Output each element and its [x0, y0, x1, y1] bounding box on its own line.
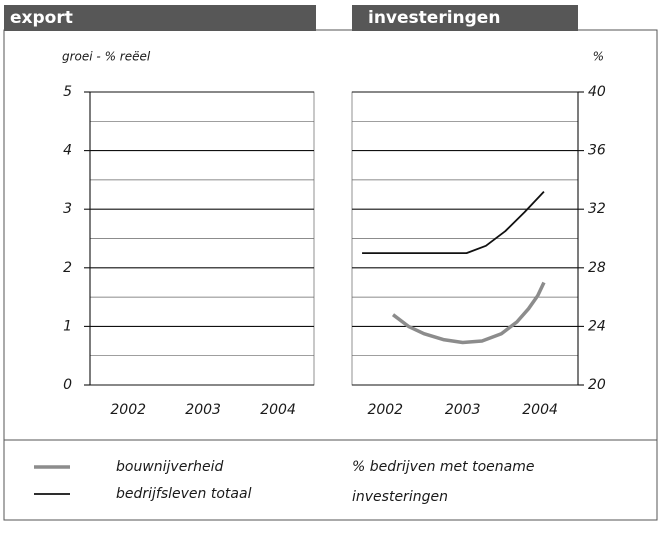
x-tick-label: 2003 [185, 402, 221, 418]
panel-title: investeringen [368, 8, 500, 28]
header-bar [4, 5, 316, 31]
x-tick-label: 2002 [110, 402, 146, 418]
y-tick-label: 36 [588, 143, 606, 159]
y-tick-label: 24 [588, 318, 606, 334]
series-line [362, 191, 545, 255]
panel-title: export [10, 8, 73, 28]
y-tick-label: 40 [588, 84, 606, 100]
x-tick-label: 2004 [522, 402, 558, 418]
legend-label: bouwnijverheid [116, 459, 223, 475]
x-tick-label: 2002 [367, 402, 403, 418]
note: % bedrijven met toename [352, 459, 534, 475]
y-tick-label: 5 [63, 84, 72, 100]
y-tick-label: 3 [63, 201, 72, 217]
y-tick-label: 2 [63, 260, 72, 276]
header-bar [352, 5, 578, 31]
legend-label: bedrijfsleven totaal [116, 486, 252, 502]
y-axis-label: groei - % reëel [62, 50, 151, 64]
y-tick-label: 4 [63, 143, 72, 159]
y-tick-label: 1 [63, 318, 72, 334]
y-tick-label: 28 [588, 260, 606, 276]
frame [3, 29, 658, 521]
note: investeringen [352, 489, 448, 505]
y-tick-label: 0 [63, 377, 72, 393]
y-tick-label: 20 [588, 377, 606, 393]
x-tick-label: 2004 [260, 402, 296, 418]
series-line [391, 281, 546, 345]
y-axis-label: % [593, 50, 604, 64]
y-tick-label: 32 [588, 201, 606, 217]
x-tick-label: 2003 [445, 402, 481, 418]
